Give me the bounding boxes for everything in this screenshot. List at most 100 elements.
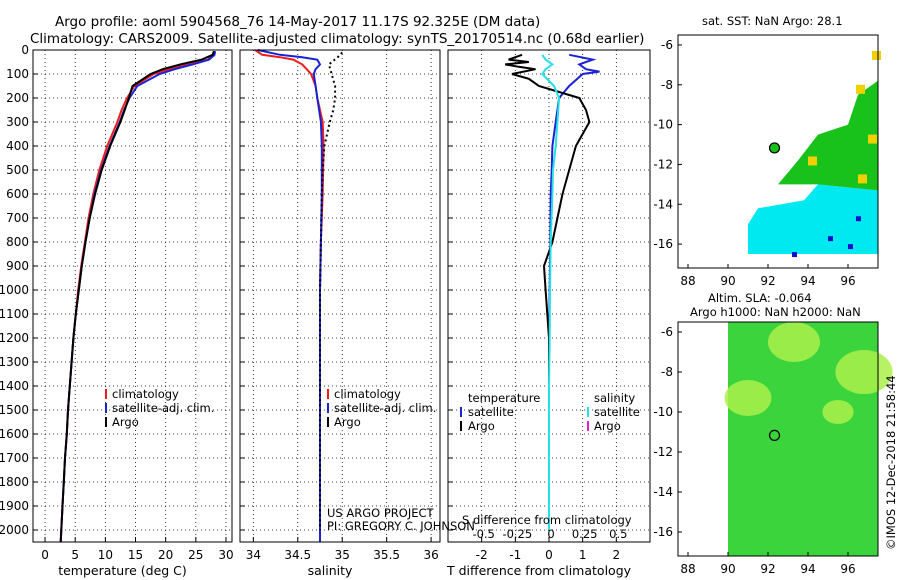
legend-label: Argo [468,419,495,433]
x-tick-label: 25 [188,548,203,562]
blue-sst-pixel [856,216,861,222]
argo-float-marker [768,142,781,154]
secondary-tick-label: 0.25 [572,527,598,541]
legend-label: satellite [468,405,514,419]
credit-project: US ARGO PROJECT [327,506,435,520]
yellow-sst-pixel [872,50,881,60]
y-tick-label: 900 [6,259,29,273]
x-tick-label: 90 [720,562,735,576]
blue-sst-pixel [848,244,853,250]
legend-label: climatology [334,387,401,401]
x-tick-label: 20 [158,548,173,562]
x-tick-label: 90 [720,274,735,288]
x-tick-label: -1 [509,548,521,562]
series-line-climatology [254,49,325,542]
legend-label: climatology [112,387,179,401]
secondary-axis-title: S difference from climatology [462,513,632,527]
y-tick-label: 800 [6,235,29,249]
legend-title-salinity: salinity [594,391,635,405]
cyan-sst-region [748,184,878,255]
y-tick-label: 2000 [0,523,29,537]
legend-label: Argo [594,419,621,433]
y-tick-label: 300 [6,115,29,129]
difference-panel: -2 -1 0 1 2T difference from climatology S di… [446,49,651,578]
sla-map-title-line2: Argo h1000: NaN h2000: NaN [690,305,861,319]
secondary-tick-label: -0.25 [502,527,532,541]
map-frame [677,321,879,557]
series-line-temperature-argo [505,53,591,530]
legend-title-temperature: temperature [468,391,540,405]
x-tick-label: 92 [760,274,775,288]
y-tick-label: -8 [661,78,673,92]
y-tick-label: -16 [653,237,673,251]
plot-frame [447,49,651,543]
y-tick-label: -6 [661,38,673,52]
y-tick-label: 200 [6,91,29,105]
y-tick-label: 1800 [0,475,29,489]
legend-label: satellite-adj. clim. [334,401,436,415]
secondary-tick-label: -0.5 [472,527,494,541]
sst-map-panel: sat. SST: NaN Argo: 28.1 88 90 92 94 96 -6 -8 -1… [653,14,881,288]
legend-label: satellite [594,405,640,419]
legend-label: satellite-adj. clim. [112,401,214,415]
yellow-sst-pixel [868,134,877,144]
x-tick-label: 5 [71,548,79,562]
yellow-sst-pixel [856,84,865,94]
y-tick-label: 1500 [0,403,29,417]
y-tick-label: 1200 [0,331,29,345]
y-tick-label: 0 [21,43,29,57]
credit-pi: PI: GREGORY C. JOHNSON [327,519,475,533]
y-tick-label: 1700 [0,451,29,465]
sla-high-patch [768,322,820,362]
y-tick-label: 1900 [0,499,29,513]
sla-high-patch [822,400,854,424]
y-tick-label: 100 [6,67,29,81]
y-tick-label: 1100 [0,307,29,321]
x-tick-label: 2 [613,548,621,562]
plot-frame [32,49,233,543]
x-tick-label: 10 [98,548,113,562]
y-tick-label: -12 [653,445,673,459]
series-line-satellite-adj-clim- [257,49,323,542]
y-tick-label: 700 [6,211,29,225]
header-line1: Argo profile: aoml 5904568_76 14-May-201… [55,14,540,30]
legend-label: Argo [334,415,361,429]
yellow-sst-pixel [808,156,817,166]
plot-frame [239,49,441,543]
blue-sst-pixel [828,236,833,242]
x-tick-label: 35 [335,548,350,562]
x-tick-label: 96 [840,562,855,576]
green-sst-region [778,80,878,191]
sst-map-title: sat. SST: NaN Argo: 28.1 [702,14,843,28]
legend-label: Argo [112,415,139,429]
header-line2: Climatology: CARS2009. Satellite-adjuste… [30,31,644,47]
temperature-panel: 0 5 10 15 20 25 30 temperature (deg C) 0 100 200 30… [0,43,234,578]
x-tick-label: 1 [579,548,587,562]
y-tick-label: -12 [653,157,673,171]
x-tick-label: 36 [423,548,438,562]
y-tick-label: 1400 [0,379,29,393]
y-tick-label: 1600 [0,427,29,441]
y-tick-label: -8 [661,365,673,379]
x-tick-label: 34 [246,548,261,562]
y-tick-label: -16 [653,525,673,539]
series-line-climatology [59,51,215,543]
x-axis-label: temperature (deg C) [58,563,187,578]
x-tick-label: 0 [41,548,49,562]
series-line-salinity-satellite [541,54,561,530]
secondary-tick-label: 0 [547,527,554,541]
x-axis-label: salinity [308,563,353,578]
sla-high-patch [724,380,772,416]
series-line-satellite-adj-clim- [59,51,217,543]
y-tick-label: -10 [653,405,673,419]
salinity-panel: 34 34.5 35 35.5 36 salinity climatologysatelli… [239,49,475,578]
x-tick-label: 34.5 [284,548,311,562]
x-tick-label: 15 [128,548,143,562]
yellow-sst-pixel [858,174,867,184]
y-tick-label: -6 [661,325,673,339]
y-tick-label: -14 [653,485,673,499]
y-tick-label: 1300 [0,355,29,369]
map-frame [677,34,879,269]
